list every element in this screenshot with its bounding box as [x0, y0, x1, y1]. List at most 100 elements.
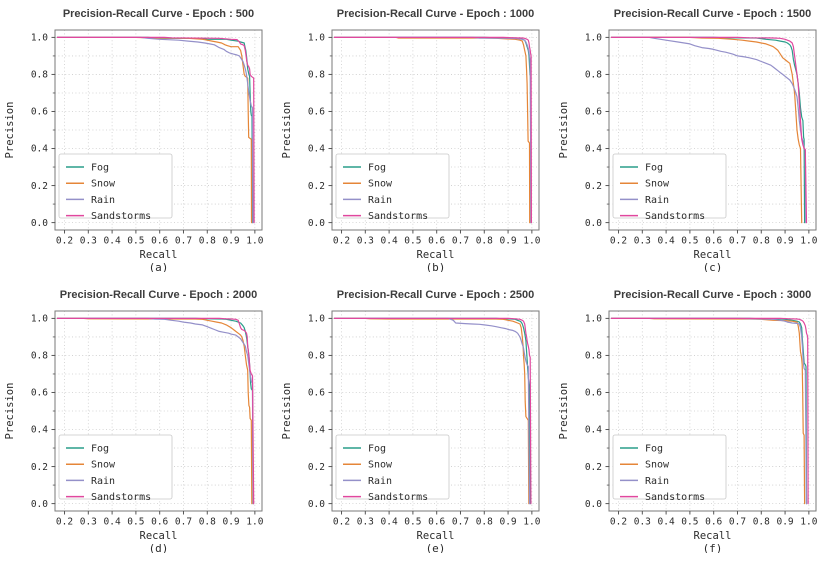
legend: Fog Snow Rain Sandstorms: [612, 434, 727, 503]
subplot-caption: (a): [149, 261, 169, 272]
subplot-e: 0.2 0.3 0.4 0.5 0.6 0.7 0.8 0.9 1.0 0.0 0.2 0.4 0.6 0…: [277, 281, 554, 555]
y-tick-label: 0.0: [585, 218, 602, 229]
y-tick-label: 1.0: [31, 33, 48, 44]
series-line-sandstorms: [333, 36, 532, 224]
x-tick-label: 0.2: [56, 517, 73, 528]
x-tick-label: 0.3: [357, 236, 374, 247]
legend: Fog Snow Rain Sandstorms: [58, 434, 173, 503]
x-tick-label: 0.7: [175, 517, 192, 528]
pr-chart-canvas: 0.2 0.3 0.4 0.5 0.6 0.7 0.8 0.9 1.0 0.0 0.2 0.4 0.6 0…: [4, 8, 264, 274]
subplot-caption: (c): [703, 261, 723, 272]
legend-label-sandstorms: Sandstorms: [645, 211, 705, 222]
y-tick-label: 1.0: [585, 33, 602, 44]
x-tick-label: 0.4: [381, 517, 398, 528]
x-tick-label: 0.2: [610, 236, 627, 247]
pr-chart-canvas: 0.2 0.3 0.4 0.5 0.6 0.7 0.8 0.9 1.0 0.0 0.2 0.4 0.6 0…: [281, 289, 541, 555]
x-tick-label: 0.9: [222, 517, 239, 528]
series-line-sandstorms: [56, 317, 255, 505]
legend: Fog Snow Rain Sandstorms: [335, 153, 450, 222]
x-tick-label: 0.4: [104, 517, 121, 528]
subplot-d: 0.2 0.3 0.4 0.5 0.6 0.7 0.8 0.9 1.0 0.0 0.2 0.4 0.6 0…: [0, 281, 277, 555]
x-axis-label: Recall: [417, 249, 455, 261]
y-tick-label: 0.4: [31, 425, 48, 436]
subplot-b: 0.2 0.3 0.4 0.5 0.6 0.7 0.8 0.9 1.0 0.0 0.2 0.4 0.6 0…: [277, 0, 554, 274]
y-tick-label: 0.6: [585, 388, 602, 399]
y-tick-label: 1.0: [308, 33, 325, 44]
legend-label-snow: Snow: [91, 460, 116, 471]
x-tick-label: 0.5: [404, 236, 421, 247]
x-tick-label: 0.9: [222, 236, 239, 247]
legend-label-fog: Fog: [645, 444, 663, 455]
y-tick-label: 0.6: [31, 388, 48, 399]
chart-title: Precision-Recall Curve - Epoch : 2000: [60, 289, 257, 301]
figure-row-top: 0.2 0.3 0.4 0.5 0.6 0.7 0.8 0.9 1.0 0.0 0.2 0.4 0.6 0…: [0, 0, 831, 274]
subplot-caption: (f): [703, 542, 723, 553]
y-axis-label: Precision: [281, 102, 293, 159]
x-tick-label: 0.5: [127, 236, 144, 247]
pr-chart-canvas: 0.2 0.3 0.4 0.5 0.6 0.7 0.8 0.9 1.0 0.0 0.2 0.4 0.6 0…: [4, 289, 264, 555]
x-tick-label: 0.8: [476, 236, 493, 247]
x-tick-label: 0.2: [610, 517, 627, 528]
x-tick-label: 1.0: [800, 236, 817, 247]
x-tick-label: 0.8: [199, 517, 216, 528]
legend-label-snow: Snow: [91, 179, 116, 190]
chart-title: Precision-Recall Curve - Epoch : 3000: [614, 289, 811, 301]
axis-ticks: [328, 317, 533, 515]
figure-row-bottom: 0.2 0.3 0.4 0.5 0.6 0.7 0.8 0.9 1.0 0.0 0.2 0.4 0.6 0…: [0, 281, 831, 555]
x-tick-label: 0.6: [705, 517, 722, 528]
x-axis-label: Recall: [417, 530, 455, 542]
axis-ticks: [605, 317, 810, 515]
series-line-sandstorms: [610, 317, 809, 505]
y-tick-label: 0.8: [308, 70, 325, 81]
y-tick-label: 0.0: [308, 499, 325, 510]
chart-title: Precision-Recall Curve - Epoch : 1500: [614, 8, 811, 20]
legend-label-sandstorms: Sandstorms: [91, 211, 151, 222]
y-tick-label: 0.2: [31, 462, 48, 473]
x-tick-label: 1.0: [246, 236, 263, 247]
y-axis-label: Precision: [281, 383, 293, 440]
x-axis-label: Recall: [694, 249, 732, 261]
legend: Fog Snow Rain Sandstorms: [58, 153, 173, 222]
x-tick-label: 1.0: [523, 517, 540, 528]
x-tick-label: 1.0: [523, 236, 540, 247]
y-tick-label: 0.8: [308, 351, 325, 362]
legend-label-snow: Snow: [645, 460, 670, 471]
y-tick-label: 0.8: [31, 351, 48, 362]
x-tick-label: 0.6: [151, 236, 168, 247]
pr-chart-canvas: 0.2 0.3 0.4 0.5 0.6 0.7 0.8 0.9 1.0 0.0 0.2 0.4 0.6 0…: [558, 289, 818, 555]
subplot-a: 0.2 0.3 0.4 0.5 0.6 0.7 0.8 0.9 1.0 0.0 0.2 0.4 0.6 0…: [0, 0, 277, 274]
x-tick-label: 0.6: [428, 236, 445, 247]
chart-title: Precision-Recall Curve - Epoch : 2500: [337, 289, 534, 301]
subplot-c: 0.2 0.3 0.4 0.5 0.6 0.7 0.8 0.9 1.0 0.0 0.2 0.4 0.6 0…: [554, 0, 831, 274]
x-tick-label: 0.4: [658, 236, 675, 247]
legend-label-sandstorms: Sandstorms: [368, 492, 428, 503]
x-tick-label: 0.3: [80, 236, 97, 247]
y-axis-label: Precision: [4, 102, 16, 159]
pr-chart-canvas: 0.2 0.3 0.4 0.5 0.6 0.7 0.8 0.9 1.0 0.0 0.2 0.4 0.6 0…: [558, 8, 818, 274]
y-tick-label: 0.4: [308, 425, 325, 436]
series-line-sandstorms: [610, 36, 808, 224]
y-tick-label: 0.0: [585, 499, 602, 510]
legend: Fog Snow Rain Sandstorms: [335, 434, 450, 503]
series-line-sandstorms: [56, 36, 255, 224]
x-tick-label: 1.0: [246, 517, 263, 528]
x-tick-label: 0.8: [753, 517, 770, 528]
y-tick-label: 0.2: [308, 462, 325, 473]
y-tick-label: 0.6: [308, 107, 325, 118]
series-line-fog: [610, 36, 806, 224]
legend-label-fog: Fog: [91, 444, 109, 455]
legend-label-rain: Rain: [368, 195, 392, 206]
legend-label-fog: Fog: [645, 163, 663, 174]
y-axis-label: Precision: [558, 102, 570, 159]
x-tick-label: 0.9: [776, 236, 793, 247]
y-tick-label: 0.0: [308, 218, 325, 229]
legend-label-rain: Rain: [645, 476, 669, 487]
subplot-caption: (e): [426, 542, 446, 553]
series-line-rain: [56, 317, 254, 505]
y-tick-label: 0.2: [585, 462, 602, 473]
legend: Fog Snow Rain Sandstorms: [612, 153, 727, 222]
x-tick-label: 0.2: [333, 517, 350, 528]
x-tick-label: 0.5: [681, 236, 698, 247]
x-tick-label: 0.5: [681, 517, 698, 528]
